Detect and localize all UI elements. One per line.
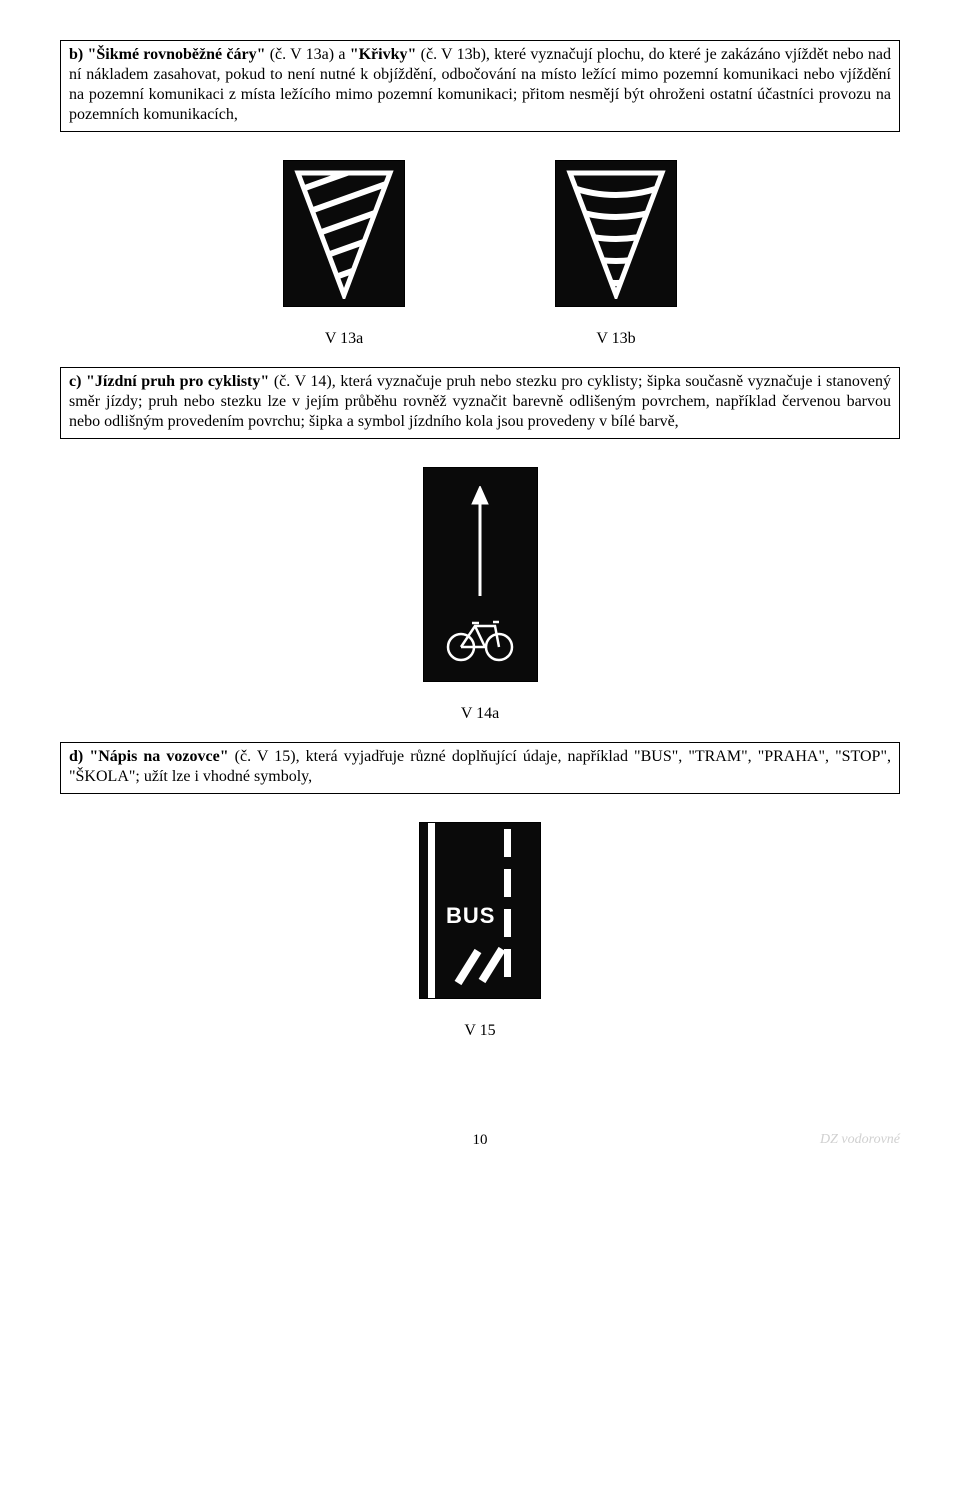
hatched-triangle-icon: [294, 169, 394, 299]
sign-col-v14a: V 14a: [423, 467, 538, 724]
sign-row-13: V 13a V 13b: [60, 160, 900, 349]
rule-d-title: d) "Nápis na vozovce": [69, 748, 229, 765]
rule-c-title: c) "Jízdní pruh pro cyklisty": [69, 373, 269, 390]
rule-box-b: b) "Šikmé rovnoběžné čáry" (č. V 13a) a …: [60, 40, 900, 132]
arc-triangle-icon: [566, 169, 666, 299]
page-footer: 10 DZ vodorovné: [60, 1131, 900, 1150]
sign-row-15: BUS V 15: [60, 822, 900, 1041]
arrow-up-icon: [460, 486, 500, 596]
sign-plate-v14a: [423, 467, 538, 682]
sign-col-v13b: V 13b: [555, 160, 677, 349]
footer-right-text: DZ vodorovné: [820, 1131, 900, 1149]
bus-lane-icon: BUS: [420, 823, 540, 998]
sign-col-v15: BUS V 15: [419, 822, 541, 1041]
bicycle-icon: [445, 613, 515, 663]
sign-label-v15: V 15: [464, 1021, 495, 1041]
page-number: 10: [473, 1132, 488, 1148]
rule-box-c: c) "Jízdní pruh pro cyklisty" (č. V 14),…: [60, 367, 900, 439]
rule-b-title-1: b) "Šikmé rovnoběžné čáry": [69, 46, 265, 63]
sign-label-v13b: V 13b: [596, 329, 635, 349]
sign-plate-v13b: [555, 160, 677, 307]
rule-b-title-2: "Křivky": [350, 46, 417, 63]
sign-plate-v13a: [283, 160, 405, 307]
rule-box-d: d) "Nápis na vozovce" (č. V 15), která v…: [60, 742, 900, 794]
sign-label-v14a: V 14a: [461, 704, 499, 724]
sign-col-v13a: V 13a: [283, 160, 405, 349]
sign-label-v13a: V 13a: [325, 329, 363, 349]
rule-b-text-1: (č. V 13a) a: [265, 46, 349, 63]
sign-row-14: V 14a: [60, 467, 900, 724]
sign-plate-v15: BUS: [419, 822, 541, 999]
bus-text: BUS: [446, 903, 495, 928]
